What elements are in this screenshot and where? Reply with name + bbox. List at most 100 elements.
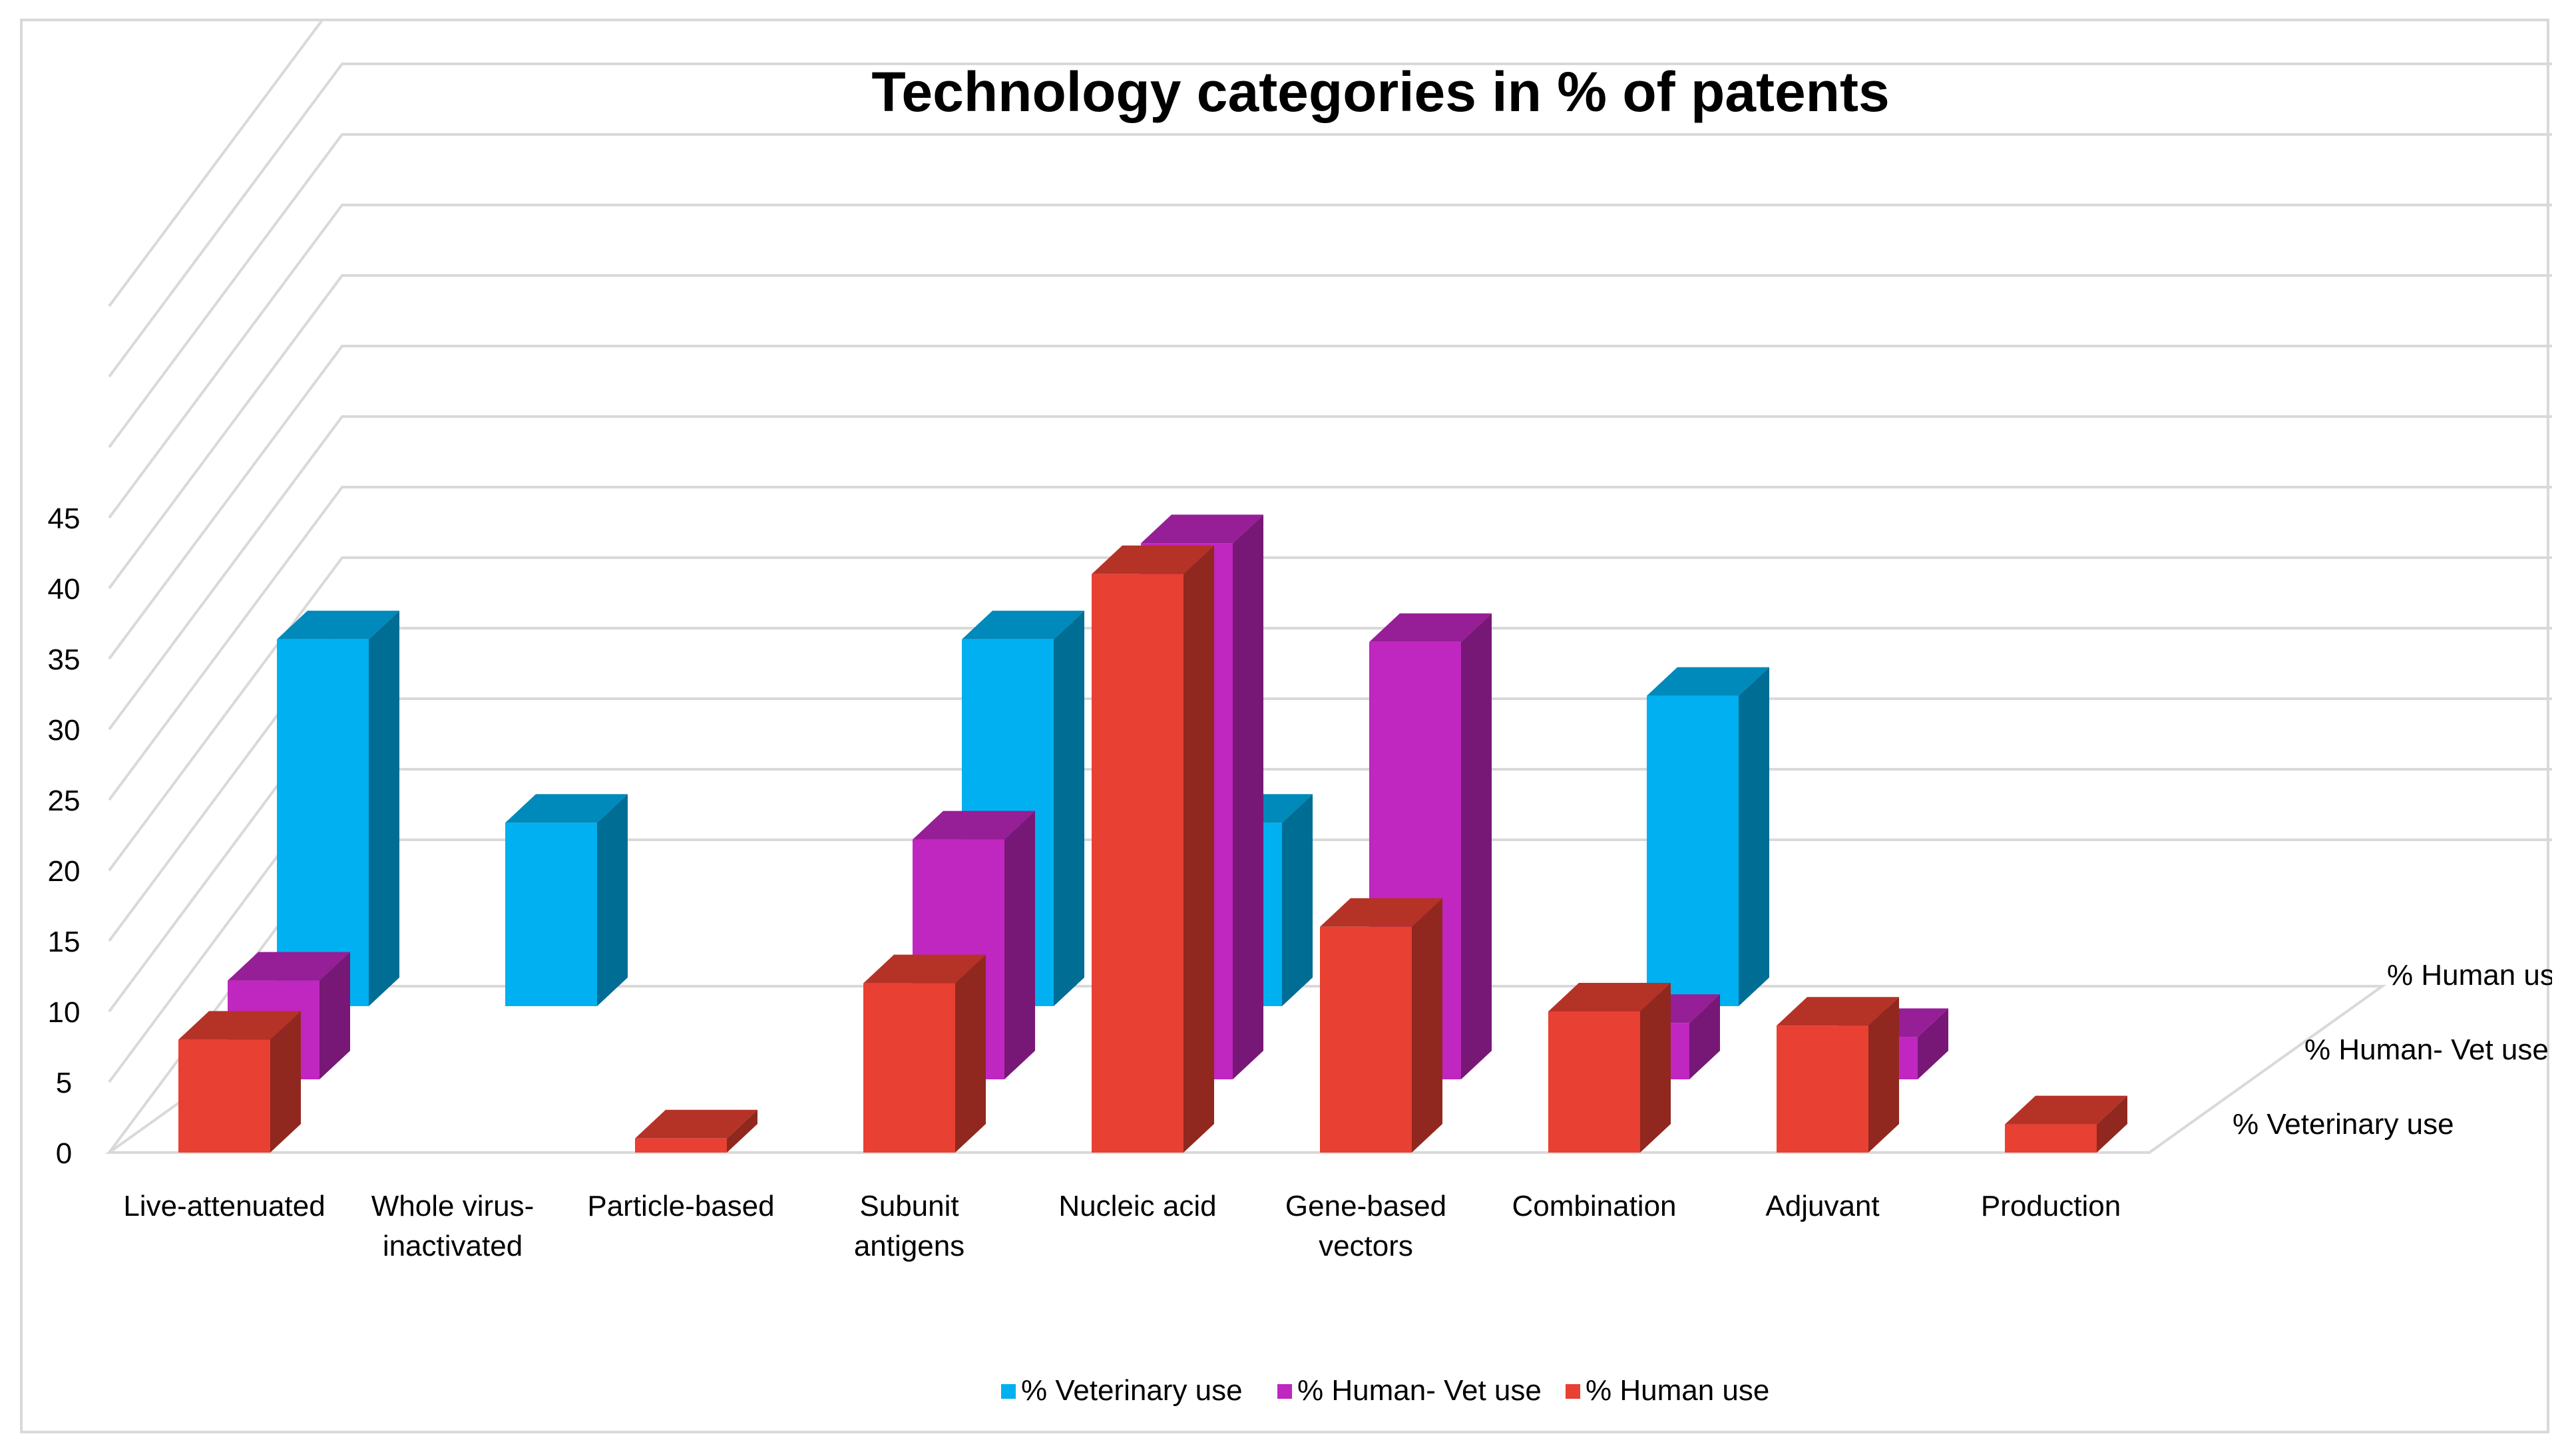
bar-side bbox=[1004, 811, 1035, 1079]
legend-swatch bbox=[1566, 1384, 1580, 1399]
bar bbox=[505, 794, 628, 1006]
y-tick-label: 20 bbox=[48, 855, 81, 888]
bar-side bbox=[369, 610, 399, 1006]
bar-top bbox=[1647, 667, 1769, 696]
y-tick-label: 40 bbox=[48, 573, 81, 606]
bar-side bbox=[1461, 613, 1492, 1079]
bar-side bbox=[270, 1011, 301, 1153]
chart-walls bbox=[105, 21, 2552, 1154]
bar-side bbox=[727, 1109, 757, 1153]
y-tick-label: 45 bbox=[48, 502, 81, 535]
bar-top bbox=[635, 1109, 757, 1139]
bar-side bbox=[2097, 1095, 2127, 1153]
bar bbox=[1548, 983, 1671, 1153]
bar-front bbox=[277, 639, 369, 1006]
gridline bbox=[108, 627, 2552, 942]
category-label: Subunit antigens bbox=[854, 1190, 965, 1262]
bar-side bbox=[1689, 994, 1720, 1079]
category-label: Combination bbox=[1512, 1190, 1676, 1222]
bar-top bbox=[178, 1011, 301, 1040]
bar-front bbox=[1548, 1011, 1640, 1153]
bar-side bbox=[1739, 667, 1769, 1006]
bar-side bbox=[1918, 1008, 1948, 1079]
bar-top bbox=[1320, 898, 1442, 927]
bar-side bbox=[1640, 983, 1671, 1153]
bar-top bbox=[1777, 997, 1899, 1026]
category-label: Whole virus-inactivated bbox=[371, 1190, 535, 1262]
gridline bbox=[108, 204, 2552, 519]
bar-side bbox=[1868, 997, 1899, 1153]
category-labels: Live-attenuated Whole virus-inactivated Pa… bbox=[123, 1190, 2121, 1262]
bar-side bbox=[1054, 610, 1084, 1006]
bar-top bbox=[1369, 613, 1492, 642]
bar bbox=[1777, 997, 1899, 1153]
bar-front bbox=[505, 822, 597, 1006]
bar-side bbox=[955, 954, 986, 1153]
bar-side bbox=[1412, 898, 1442, 1153]
bar-front bbox=[2005, 1124, 2097, 1153]
gridline bbox=[108, 63, 2552, 378]
category-label: Particle-based bbox=[587, 1190, 774, 1222]
y-tick-label: 10 bbox=[48, 996, 81, 1029]
y-tick-label: 25 bbox=[48, 785, 81, 817]
category-label: Nucleic acid bbox=[1058, 1190, 1216, 1222]
bar bbox=[1320, 898, 1442, 1153]
category-label: Production bbox=[1981, 1190, 2121, 1222]
bar-side bbox=[320, 952, 350, 1079]
bar-top bbox=[913, 811, 1035, 840]
chart-title: Technology categories in % of patents bbox=[871, 61, 1889, 123]
gridline bbox=[108, 345, 2552, 660]
bar-front bbox=[863, 983, 955, 1153]
bar-top bbox=[863, 954, 986, 984]
gridline bbox=[108, 415, 2552, 731]
bar-side bbox=[1282, 794, 1313, 1006]
y-tick-label: 0 bbox=[56, 1137, 72, 1170]
bar-side bbox=[597, 794, 628, 1006]
bar-front bbox=[635, 1138, 727, 1153]
bar-front bbox=[1647, 695, 1739, 1006]
bar-top bbox=[228, 952, 350, 981]
gridline bbox=[108, 274, 2552, 590]
bars-group bbox=[178, 514, 2127, 1153]
bar-front bbox=[1320, 926, 1412, 1153]
legend-swatch bbox=[1277, 1384, 1292, 1399]
depth-label: % Human- Vet use bbox=[2304, 1033, 2549, 1066]
gridline bbox=[108, 21, 323, 307]
gridline bbox=[108, 133, 2552, 449]
bar-top bbox=[2005, 1095, 2127, 1125]
depth-label: % Veterinary use bbox=[2233, 1108, 2454, 1141]
bar-front bbox=[178, 1039, 270, 1153]
category-label: Adjuvant bbox=[1765, 1190, 1879, 1222]
legend-label: % Human- Vet use bbox=[1297, 1374, 1542, 1407]
legend-label: % Human use bbox=[1586, 1374, 1769, 1407]
bar bbox=[277, 610, 399, 1006]
y-tick-label: 15 bbox=[48, 926, 81, 958]
category-label: Live-attenuated bbox=[123, 1190, 325, 1222]
bar bbox=[178, 1011, 301, 1153]
bar bbox=[863, 954, 986, 1153]
legend: % Veterinary use % Human- Vet use % Human … bbox=[1001, 1374, 1769, 1407]
bar-top bbox=[1548, 983, 1671, 1011]
bar bbox=[2005, 1095, 2127, 1153]
bar-top bbox=[1092, 545, 1214, 574]
bar-top bbox=[962, 610, 1084, 639]
legend-swatch bbox=[1001, 1384, 1016, 1399]
chart-frame: Technology categories in % of patents 0 5… bbox=[20, 19, 2552, 1433]
legend-label: % Veterinary use bbox=[1021, 1374, 1243, 1407]
y-axis-ticks: 0 5 10 15 20 25 30 35 40 45 bbox=[48, 502, 81, 1170]
depth-label: % Human use bbox=[2387, 959, 2552, 992]
bar-side bbox=[1233, 514, 1263, 1079]
gridline bbox=[108, 486, 2552, 801]
y-tick-label: 30 bbox=[48, 714, 81, 747]
y-tick-label: 35 bbox=[48, 643, 81, 676]
category-label: Gene-based vectors bbox=[1285, 1190, 1446, 1262]
chart-svg: Technology categories in % of patents 0 5… bbox=[48, 21, 2552, 1407]
gridline bbox=[108, 556, 2552, 872]
bar bbox=[635, 1109, 757, 1153]
bar bbox=[1092, 545, 1214, 1153]
bar-top bbox=[1141, 514, 1263, 544]
bar-top bbox=[505, 794, 628, 823]
bar-top bbox=[277, 610, 399, 639]
bar-front bbox=[1092, 574, 1183, 1153]
depth-labels: % Human use % Human- Vet use % Veterinary … bbox=[2233, 959, 2552, 1141]
